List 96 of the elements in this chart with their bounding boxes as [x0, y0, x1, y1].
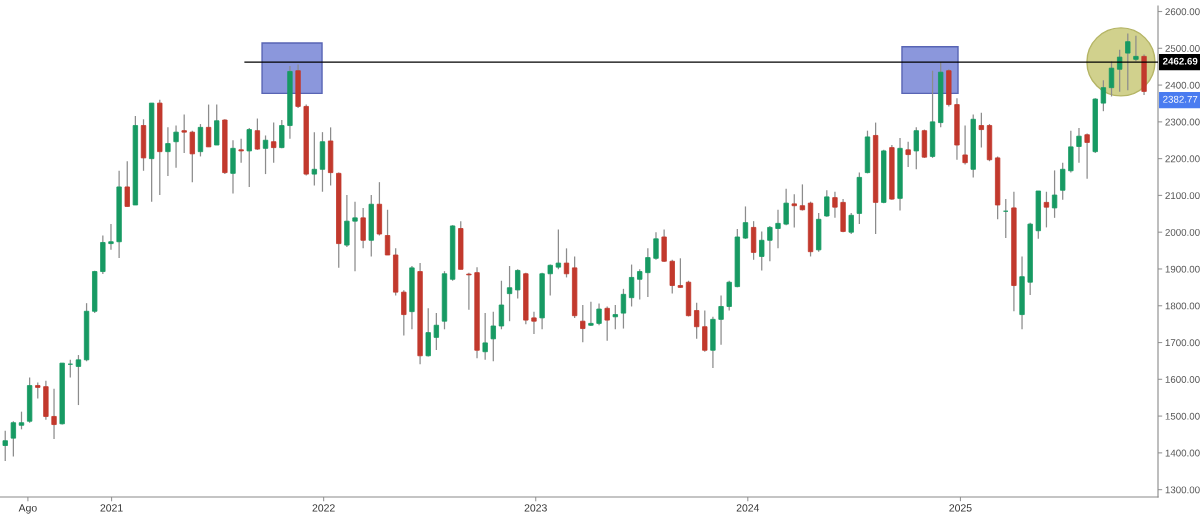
- candlestick: [165, 126, 171, 177]
- candlestick: [791, 193, 797, 229]
- candlestick: [612, 304, 618, 330]
- candlestick: [620, 288, 627, 330]
- candlestick: [580, 304, 586, 343]
- candlestick: [767, 225, 773, 262]
- candlestick: [238, 138, 244, 164]
- candlestick: [254, 117, 261, 151]
- y-tick-label: 2600.00: [1165, 8, 1200, 16]
- candlestick: [1100, 79, 1107, 112]
- y-tick-label: 2100.00: [1165, 192, 1200, 200]
- candlestick: [515, 268, 521, 300]
- candlestick: [2, 430, 8, 462]
- candlestick: [637, 268, 643, 301]
- x-tick-label: 2024: [736, 504, 760, 512]
- candlestick: [759, 230, 765, 272]
- candlestick: [962, 124, 968, 166]
- candlestick: [189, 130, 195, 183]
- candlestick: [352, 201, 358, 272]
- x-tick-label: 2025: [949, 504, 972, 512]
- candlestick: [1068, 130, 1074, 174]
- y-tick-label: 1300.00: [1165, 486, 1200, 494]
- candlestick: [1084, 132, 1090, 180]
- y-tick-label: 2300.00: [1165, 118, 1200, 126]
- candlestick: [384, 209, 391, 256]
- y-tick-label: 1400.00: [1165, 449, 1200, 457]
- candlestick: [311, 131, 317, 187]
- candlestick: [173, 124, 179, 169]
- candlestick: [742, 205, 749, 240]
- candlestick: [783, 188, 789, 226]
- annotation: 2382.77: [1163, 95, 1198, 103]
- y-tick-label: 2200.00: [1165, 155, 1200, 163]
- candlestick: [1076, 127, 1082, 164]
- candlestick: [401, 289, 407, 337]
- candlestick: [563, 247, 570, 279]
- candlestick: [1125, 32, 1131, 91]
- candlestick: [205, 103, 212, 148]
- candlestick: [75, 354, 82, 406]
- candlestick: [645, 247, 651, 298]
- candlestick: [1043, 191, 1050, 229]
- candlestick: [1108, 60, 1115, 98]
- x-tick-label: 2023: [524, 504, 547, 512]
- y-tick-label: 1700.00: [1165, 339, 1200, 347]
- y-tick-label: 1600.00: [1165, 376, 1200, 383]
- y-tick-label: 1900.00: [1165, 265, 1200, 273]
- candlestick: [490, 311, 496, 362]
- candlestick: [694, 302, 700, 340]
- candlestick: [799, 183, 806, 212]
- candlestick: [547, 263, 553, 297]
- candlestick: [425, 307, 431, 358]
- candlestick: [596, 302, 602, 326]
- candlestick: [848, 212, 854, 235]
- candlestick: [344, 194, 350, 248]
- y-tick-label: 1800.00: [1165, 302, 1200, 310]
- candlestick: [1116, 49, 1123, 93]
- candlestick: [588, 301, 594, 327]
- candlestick: [498, 280, 505, 330]
- y-tick-label: 2500.00: [1165, 45, 1200, 52]
- x-tick-label: Ago: [18, 504, 37, 514]
- candlestick: [555, 228, 562, 270]
- candlestick: [433, 312, 440, 351]
- candlestick: [124, 160, 130, 208]
- candlestick: [108, 223, 114, 251]
- candlestick: [271, 121, 277, 164]
- candlestick: [246, 127, 252, 188]
- candlestick: [653, 231, 659, 261]
- candlestick: [482, 312, 488, 361]
- candlestick: [832, 191, 838, 219]
- candlestick: [677, 257, 684, 289]
- ref-line-label: 2462.69: [1162, 57, 1198, 65]
- candlestick: [51, 388, 57, 440]
- y-tick-label: 2000.00: [1165, 228, 1200, 236]
- candlestick: [718, 294, 724, 346]
- candlestick: [702, 309, 708, 353]
- x-tick-label: 2021: [100, 504, 123, 512]
- y-tick-label: 2400.00: [1165, 81, 1200, 89]
- candlestick: [466, 272, 472, 311]
- x-tick-label: 2022: [312, 504, 335, 512]
- candlestick: [1051, 169, 1058, 219]
- candlestick: [978, 112, 985, 149]
- candlestick: [824, 189, 830, 218]
- candlestick: [279, 119, 285, 149]
- candlestick: [262, 134, 269, 175]
- candlestick: [10, 420, 17, 458]
- candlestick: [775, 209, 781, 249]
- candlestick: [604, 305, 610, 342]
- candlestick: [628, 263, 635, 308]
- y-tick-label: 1500.00: [1165, 412, 1200, 420]
- candlestick: [181, 113, 187, 154]
- candlestick: [360, 207, 366, 249]
- candlestick: [1060, 162, 1066, 201]
- candlestick: [913, 126, 919, 170]
- candlestick: [531, 311, 537, 335]
- candlestick: [905, 141, 911, 168]
- candlestick: [1133, 35, 1139, 62]
- candlestick: [506, 265, 513, 322]
